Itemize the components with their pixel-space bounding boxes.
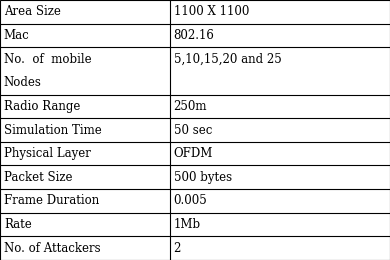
Text: No. of Attackers: No. of Attackers: [4, 242, 101, 255]
Text: 5,10,15,20 and 25: 5,10,15,20 and 25: [174, 53, 281, 66]
Text: Area Size: Area Size: [4, 5, 61, 18]
Text: Packet Size: Packet Size: [4, 171, 73, 184]
Text: 1100 X 1100: 1100 X 1100: [174, 5, 249, 18]
Text: 0.005: 0.005: [174, 194, 207, 207]
Text: Radio Range: Radio Range: [4, 100, 80, 113]
Text: 1Mb: 1Mb: [174, 218, 201, 231]
Text: OFDM: OFDM: [174, 147, 213, 160]
Text: 500 bytes: 500 bytes: [174, 171, 232, 184]
Text: Physical Layer: Physical Layer: [4, 147, 91, 160]
Text: 250m: 250m: [174, 100, 207, 113]
Text: Mac: Mac: [4, 29, 30, 42]
Text: 2: 2: [174, 242, 181, 255]
Text: No.  of  mobile: No. of mobile: [4, 53, 92, 66]
Text: 50 sec: 50 sec: [174, 124, 212, 136]
Text: Rate: Rate: [4, 218, 32, 231]
Text: Frame Duration: Frame Duration: [4, 194, 99, 207]
Text: Nodes: Nodes: [4, 76, 42, 89]
Text: 802.16: 802.16: [174, 29, 215, 42]
Text: Simulation Time: Simulation Time: [4, 124, 102, 136]
